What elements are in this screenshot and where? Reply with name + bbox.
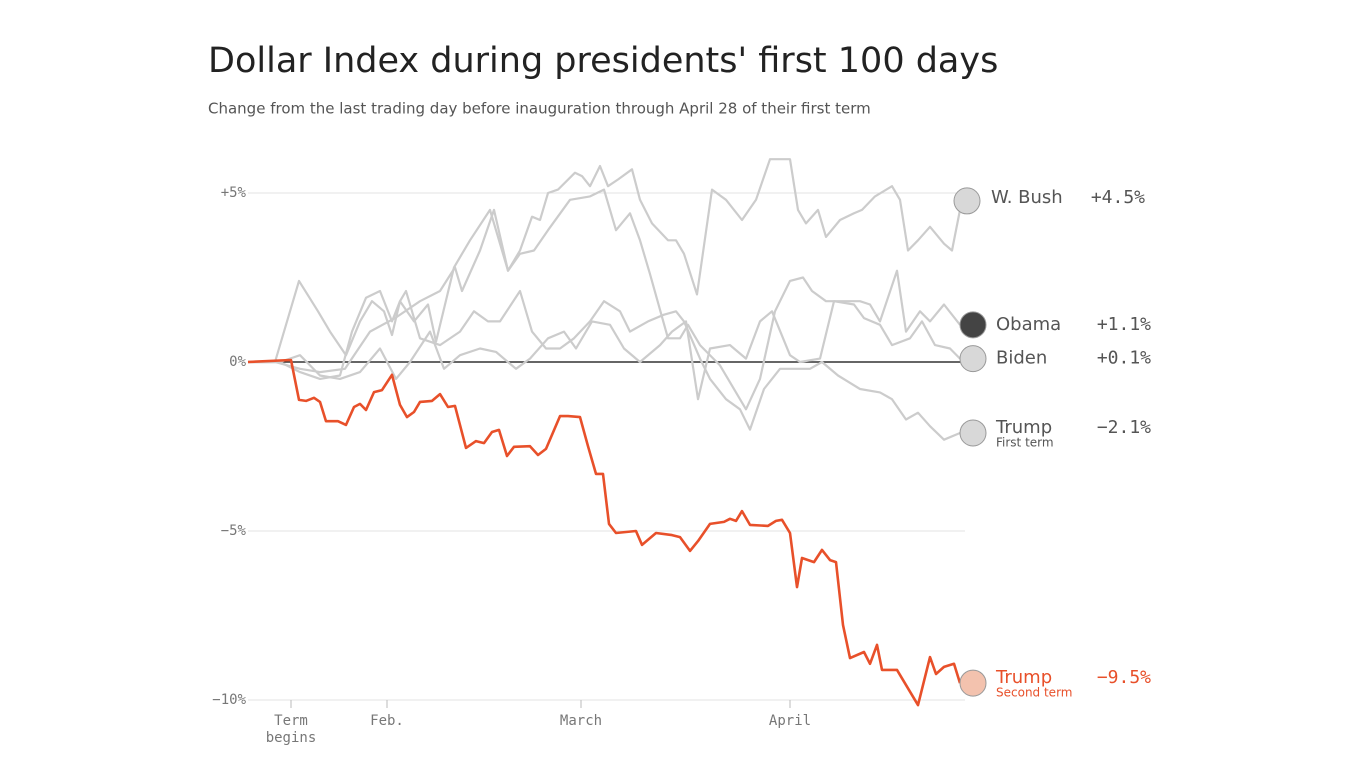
series-name: Obama xyxy=(996,314,1061,335)
chart-title: Dollar Index during presidents' first 10… xyxy=(208,41,998,81)
face-icon xyxy=(959,419,987,447)
x-tick-label: Term begins xyxy=(265,713,317,746)
end-value-label: −9.5% xyxy=(1097,667,1151,688)
series-name: Trump xyxy=(995,667,1052,688)
series-line xyxy=(248,188,961,411)
chart-subtitle: Change from the last trading day before … xyxy=(208,100,871,118)
face-icon xyxy=(959,669,987,697)
x-tick-label: April xyxy=(768,713,812,729)
y-tick-label: −5% xyxy=(221,523,247,539)
series-name: Trump xyxy=(995,417,1052,438)
y-tick-label: +5% xyxy=(221,185,247,201)
series-line xyxy=(248,300,961,401)
series-name: Biden xyxy=(996,348,1047,369)
face-icon xyxy=(959,311,987,339)
series-line xyxy=(247,358,962,707)
face-icon xyxy=(953,187,981,215)
x-tick-label: Feb. xyxy=(370,713,404,729)
y-tick-label: −10% xyxy=(212,692,246,708)
end-value-label: +4.5% xyxy=(1091,187,1145,208)
end-value-label: +0.1% xyxy=(1097,348,1151,369)
face-icon xyxy=(959,345,987,373)
series-name: W. Bush xyxy=(991,187,1063,208)
series-line xyxy=(248,289,961,441)
end-value-label: −2.1% xyxy=(1097,417,1151,438)
series-subtitle: Second term xyxy=(996,686,1072,700)
series-subtitle: First term xyxy=(996,435,1054,449)
y-tick-label: 0% xyxy=(229,354,246,370)
end-value-label: +1.1% xyxy=(1097,314,1151,335)
x-tick-label: March xyxy=(559,713,603,729)
